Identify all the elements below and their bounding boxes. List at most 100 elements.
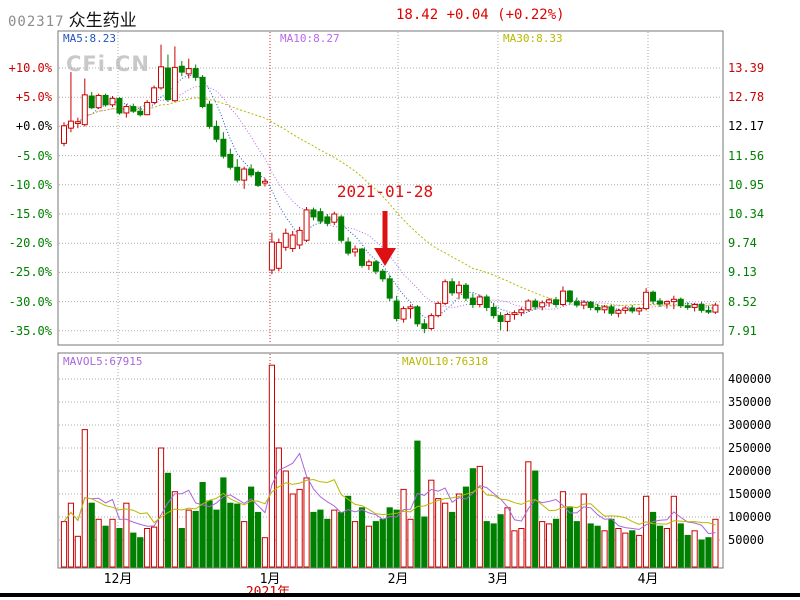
candle-body <box>553 299 560 306</box>
candle-body <box>303 209 310 241</box>
volume-bar <box>580 493 587 568</box>
candle-body <box>580 301 587 306</box>
volume-bar <box>67 502 75 568</box>
candle-body <box>456 284 463 294</box>
percent-axis-label: -30.0% <box>8 294 52 309</box>
price-axis-label: 9.74 <box>728 236 757 251</box>
volume-bar <box>511 530 518 568</box>
volume-bar <box>157 447 165 568</box>
candle-body <box>608 306 615 314</box>
candle-body <box>691 304 698 308</box>
candle-body <box>358 248 365 266</box>
volume-bar <box>448 511 456 568</box>
candle-body <box>698 304 705 311</box>
volume-bar <box>206 500 213 568</box>
volume-bar <box>532 470 539 568</box>
candle-body <box>220 138 227 157</box>
candle-body <box>407 306 414 310</box>
volume-bar <box>303 477 310 568</box>
candle-body <box>206 103 213 127</box>
candle-body <box>386 278 393 299</box>
volume-panel-border <box>57 352 724 569</box>
volume-bar <box>199 482 206 568</box>
candle-body <box>372 261 379 272</box>
header: 002317 众生药业 <box>8 6 137 31</box>
volume-bar <box>469 468 476 568</box>
volume-bar <box>705 537 712 568</box>
annotation-arrow-shaft <box>382 211 388 248</box>
volume-bar <box>677 523 684 568</box>
candle-body <box>650 291 657 302</box>
volume-bar <box>691 530 698 568</box>
volume-bar <box>539 521 546 568</box>
volume-bar <box>428 479 435 568</box>
candle-body <box>178 65 185 73</box>
volume-bar <box>317 509 324 568</box>
candle-body <box>74 121 81 124</box>
stock-code: 002317 <box>8 14 65 30</box>
candle-body <box>317 211 324 222</box>
candle-body <box>573 301 580 306</box>
volume-axis-label: 150000 <box>728 487 772 501</box>
candle-body <box>636 308 643 312</box>
percent-axis-label: -5.0% <box>15 148 52 163</box>
candle-body <box>61 125 67 144</box>
volume-bar <box>552 518 560 568</box>
candle-body <box>345 241 352 254</box>
candle-body <box>227 153 234 168</box>
candle-body <box>483 296 490 308</box>
candle-body <box>137 110 144 116</box>
volume-bar <box>178 528 185 568</box>
volume-bar <box>518 528 525 568</box>
month-label: 12月 <box>103 572 133 587</box>
volume-bar <box>234 503 241 568</box>
candle-body <box>504 313 511 322</box>
volume-bar <box>407 518 414 568</box>
volume-bar <box>331 509 338 568</box>
candle-body <box>490 306 497 317</box>
volume-bar <box>462 486 470 568</box>
volume-bar <box>663 528 671 568</box>
price-axis-label: 8.52 <box>728 294 757 309</box>
candle-body <box>102 94 109 106</box>
candle-body <box>234 166 241 181</box>
percent-axis-label: +10.0% <box>8 61 52 75</box>
candle-body <box>158 66 165 89</box>
candle-body <box>379 270 386 280</box>
candle-body <box>116 97 123 114</box>
candle-body <box>656 300 663 305</box>
month-label: 1月 <box>259 572 281 587</box>
candle-body <box>331 213 338 223</box>
price-axis-label: 10.95 <box>728 177 765 192</box>
volume-bar <box>123 502 130 568</box>
candle-body <box>123 106 130 114</box>
volume-bar <box>546 523 553 568</box>
volume-axis-label: 200000 <box>728 464 772 478</box>
mavol10-line <box>63 478 716 526</box>
volume-bar <box>88 502 95 568</box>
candle-body <box>705 309 712 313</box>
volume-bar <box>345 495 352 568</box>
volume-bar <box>636 534 643 568</box>
volume-bar <box>109 518 116 568</box>
candle-body <box>255 172 262 186</box>
bottom-divider-bar <box>0 593 800 597</box>
stock-quote: 18.42 +0.04 (+0.22%) <box>396 7 565 23</box>
candle-body <box>629 307 636 312</box>
volume-bar <box>670 495 677 568</box>
volume-bar <box>358 507 366 568</box>
volume-bar <box>684 534 691 568</box>
percent-axis-label: -20.0% <box>8 236 52 251</box>
annotation-date-label: 2021-01-28 <box>336 182 434 201</box>
candle-body <box>462 284 469 299</box>
volume-bar <box>282 470 289 568</box>
candle-body <box>213 125 220 140</box>
volume-bar <box>289 493 296 568</box>
volume-bar <box>137 537 144 568</box>
volume-bar <box>573 521 580 568</box>
volume-bar <box>164 472 172 568</box>
candle-body <box>428 315 435 329</box>
candle-body <box>435 302 442 317</box>
candle-body <box>95 94 102 109</box>
volume-bar <box>171 491 178 568</box>
